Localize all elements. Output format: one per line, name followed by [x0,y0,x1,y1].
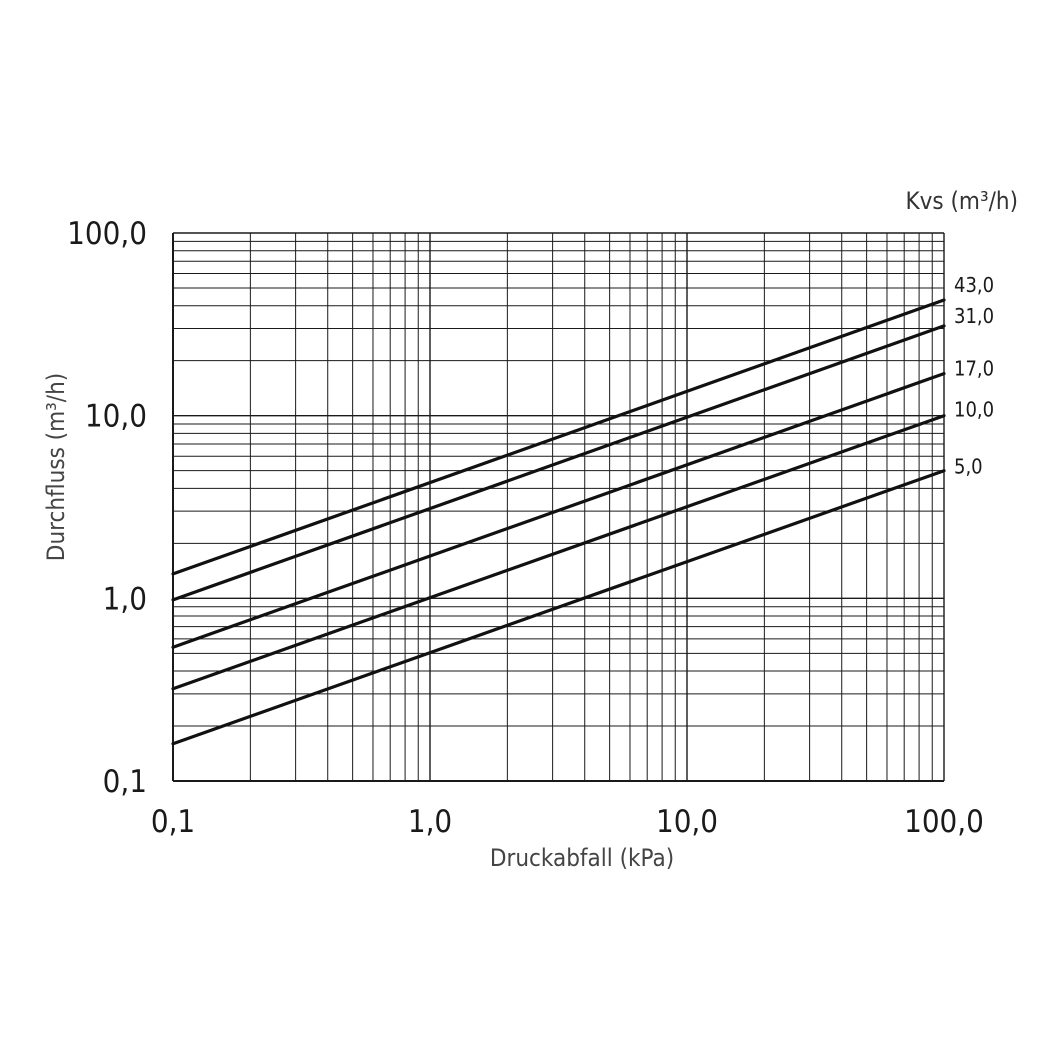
y-tick-label: 0,1 [103,764,147,800]
series-line-kvs-0 [171,298,946,576]
series-label: 43,0 [954,273,994,297]
y-tick-label: 1,0 [103,581,147,617]
legend-title: Kvs (m³/h) [905,187,1018,215]
x-tick-label: 0,1 [151,804,195,840]
x-tick-label: 1,0 [408,804,452,840]
series-line-kvs-2 [171,372,946,649]
series-line-kvs-3 [171,414,946,691]
series-label: 5,0 [954,455,983,479]
series-line-kvs-1 [171,324,946,602]
x-tick-label: 10,0 [656,804,718,840]
y-tick-label: 10,0 [85,399,147,435]
x-tick-label: 100,0 [904,804,984,840]
series-label: 17,0 [954,357,994,381]
y-tick-label: 100,0 [67,216,147,252]
grid [172,232,945,782]
labels: 0,1 1,0 10,0 100,0 0,1 1,0 10,0 100,0 43,0 31,0 17… [67,216,994,840]
x-axis-title: Druckabfall (kPa) [490,844,674,872]
series-line-kvs-4 [171,469,946,746]
series-label: 10,0 [954,398,994,422]
series-label: 31,0 [954,304,994,328]
series-lines [171,298,946,746]
y-axis-title: Durchfluss (m³/h) [42,373,70,561]
